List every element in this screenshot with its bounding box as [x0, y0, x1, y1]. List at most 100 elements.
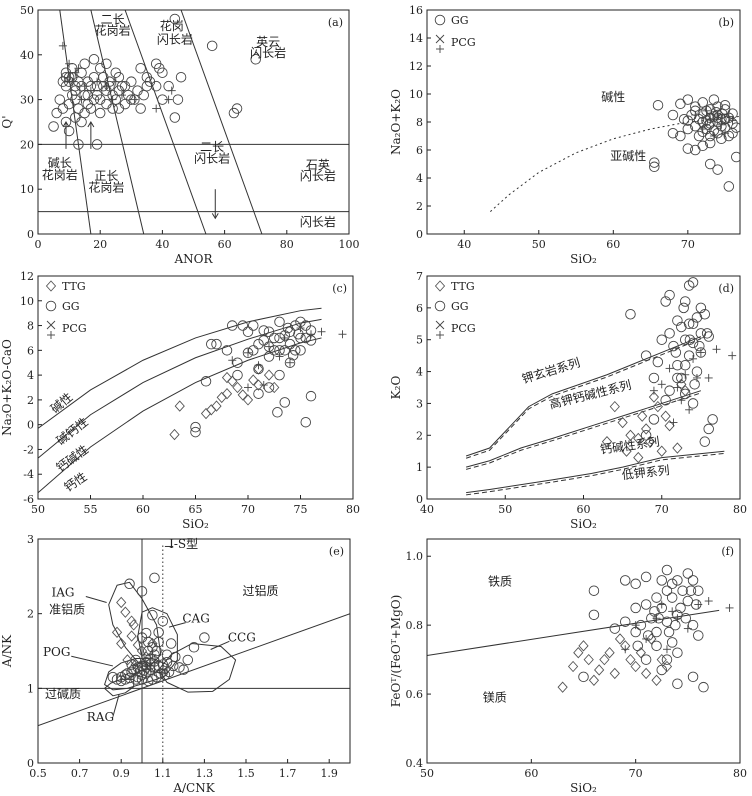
- region-label: 花岗: [160, 18, 184, 33]
- gg-point: [250, 54, 261, 65]
- x-stroke: [46, 320, 56, 330]
- gg-point: [672, 359, 683, 371]
- gg-point: [107, 103, 118, 114]
- x-tick-label: 50: [31, 503, 45, 516]
- panel-label: (b): [718, 16, 734, 29]
- arrow-head: [87, 121, 95, 128]
- axes-frame: [37, 275, 354, 500]
- gg-point: [172, 94, 184, 105]
- x-tick-label: 60: [136, 503, 150, 516]
- y-tick-label: 8: [27, 320, 34, 333]
- gg-point: [682, 123, 694, 135]
- gg-point: [689, 379, 700, 390]
- ttg-point: [573, 647, 584, 659]
- x-tick-label: 0.5: [29, 767, 47, 780]
- pcg-point: [65, 59, 74, 68]
- pcg-point: [725, 603, 734, 612]
- y-tick-label: 2: [27, 394, 34, 407]
- legend-marker-pcg: [435, 34, 445, 53]
- y-tick-label: 2: [27, 608, 34, 621]
- gg-point: [640, 654, 652, 665]
- gg-point: [704, 137, 716, 149]
- field-boundary: [90, 10, 145, 234]
- gg-point: [670, 619, 681, 631]
- gg-point: [247, 320, 259, 331]
- gg-point: [682, 568, 694, 579]
- ttg-point: [599, 653, 610, 666]
- region-label: 铁质: [488, 575, 512, 589]
- region-label: 闪长岩: [194, 150, 230, 165]
- x-tick-label: 65: [189, 503, 203, 516]
- gg-point: [190, 426, 201, 438]
- ttg-point: [116, 596, 127, 609]
- y-tick-label: -6: [23, 493, 34, 506]
- x-tick-label: 70: [241, 503, 255, 516]
- gg-point: [279, 397, 291, 408]
- region-label: 低钾系列: [621, 463, 670, 482]
- legend-marker-gg: [45, 300, 57, 312]
- y-tick-label: 0: [416, 228, 423, 241]
- gg-point: [609, 623, 621, 634]
- y-tick-label: 6: [27, 344, 34, 357]
- gg-point: [667, 109, 679, 121]
- pcg-point: [146, 661, 155, 670]
- gg-point: [672, 678, 683, 689]
- gg-point: [149, 572, 160, 584]
- ttg-point: [116, 637, 127, 650]
- gg-point: [588, 585, 600, 596]
- gg-point: [135, 62, 146, 74]
- region-label: 二长: [200, 140, 224, 154]
- pcg-point: [696, 348, 705, 357]
- gg-point: [651, 640, 662, 652]
- gg-point: [269, 332, 280, 344]
- gg-point: [687, 337, 699, 349]
- pcg-point: [317, 327, 326, 336]
- legend-marker-ttg: [434, 280, 446, 292]
- pcg-point: [698, 125, 707, 133]
- region-label: IAG: [51, 585, 74, 599]
- gg-point: [258, 325, 270, 336]
- ttg-point: [646, 633, 657, 645]
- field-boundary: [124, 10, 207, 234]
- legend-marker-ttg: [45, 280, 57, 292]
- ttg-point: [253, 379, 264, 391]
- x-tick-label: 1.3: [196, 767, 214, 780]
- legend-label: GG: [451, 300, 469, 313]
- gg-point: [699, 436, 711, 447]
- region-label: 高钾钙碱性系列: [548, 377, 633, 412]
- legend-label: GG: [451, 14, 469, 27]
- gg-point: [666, 592, 678, 603]
- y-tick-label: 2: [416, 200, 423, 213]
- y-tick-label: 40: [20, 49, 34, 62]
- ttg-point: [211, 400, 222, 412]
- series-pcg: [58, 41, 176, 113]
- gg-point: [731, 151, 740, 163]
- gg-point: [290, 345, 301, 356]
- y-tick-label: 12: [20, 270, 34, 283]
- gg-point: [284, 357, 296, 368]
- series-ttg: [169, 363, 280, 441]
- ttg-point: [661, 660, 673, 673]
- gg-point: [660, 394, 671, 406]
- gg-point: [687, 277, 699, 288]
- gg-point: [685, 585, 697, 596]
- ttg-point: [126, 630, 137, 642]
- ttg-point: [237, 389, 248, 401]
- pcg-point: [683, 624, 692, 633]
- pcg-point: [228, 356, 237, 365]
- pcg-point: [71, 68, 80, 77]
- y-tick-label: 8: [416, 116, 423, 129]
- gg-point: [161, 649, 173, 660]
- gg-point: [221, 345, 233, 356]
- gg-point: [113, 103, 125, 114]
- pcg-point: [133, 661, 142, 670]
- gg-point: [91, 139, 103, 150]
- pcg-point: [307, 330, 315, 339]
- series-pcg: [228, 324, 347, 392]
- gg-point: [656, 664, 668, 676]
- axes-frame: [37, 9, 350, 235]
- gg-point: [126, 659, 137, 670]
- gg-point: [640, 571, 652, 583]
- boundary-line: [465, 336, 702, 457]
- x-axis-label: SiO₂: [570, 517, 597, 531]
